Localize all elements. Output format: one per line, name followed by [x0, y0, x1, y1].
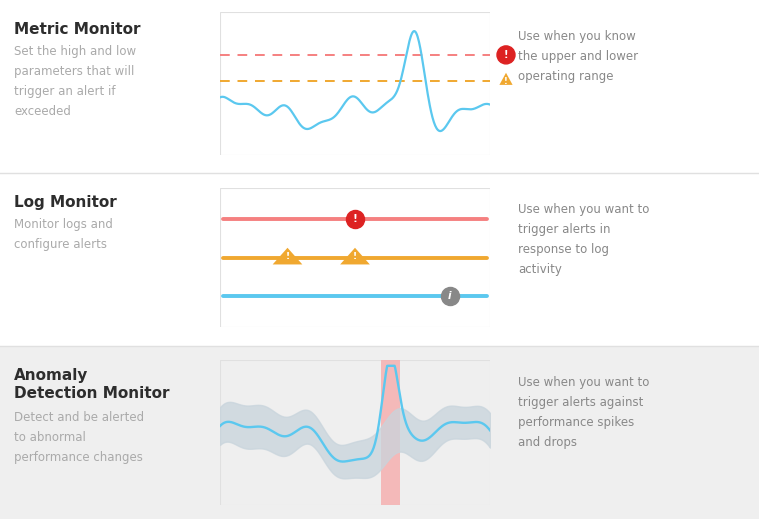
- Polygon shape: [499, 73, 512, 85]
- Polygon shape: [272, 248, 302, 265]
- Text: Detection Monitor: Detection Monitor: [14, 386, 169, 401]
- Text: Use when you want to
trigger alerts against
performance spikes
and drops: Use when you want to trigger alerts agai…: [518, 376, 650, 449]
- Bar: [0, 346, 759, 519]
- Text: !: !: [353, 214, 357, 224]
- Text: Use when you want to
trigger alerts in
response to log
activity: Use when you want to trigger alerts in r…: [518, 203, 650, 276]
- Text: Anomaly: Anomaly: [14, 368, 88, 383]
- Text: i: i: [448, 292, 452, 302]
- Text: !: !: [504, 77, 508, 86]
- Text: Monitor logs and
configure alerts: Monitor logs and configure alerts: [14, 218, 113, 251]
- Text: Use when you know
the upper and lower
operating range: Use when you know the upper and lower op…: [518, 30, 638, 83]
- Text: Log Monitor: Log Monitor: [14, 195, 117, 210]
- Circle shape: [497, 46, 515, 64]
- Text: Metric Monitor: Metric Monitor: [14, 22, 140, 37]
- Text: Set the high and low
parameters that will
trigger an alert if
exceeded: Set the high and low parameters that wil…: [14, 45, 136, 118]
- Text: !: !: [285, 252, 290, 261]
- Text: !: !: [504, 50, 509, 60]
- Polygon shape: [340, 248, 370, 265]
- Text: Detect and be alerted
to abnormal
performance changes: Detect and be alerted to abnormal perfor…: [14, 411, 144, 464]
- Bar: [381, 360, 399, 505]
- Text: !: !: [353, 252, 357, 261]
